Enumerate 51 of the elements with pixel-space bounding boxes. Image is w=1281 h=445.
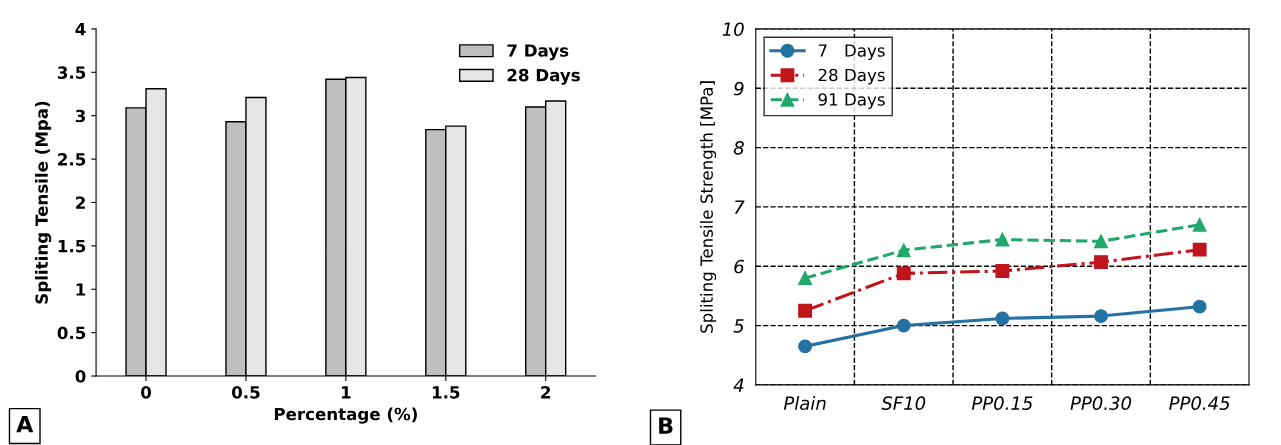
x-axis-title: Percentage (%) [274, 407, 417, 424]
y-tick-label: 5 [733, 319, 744, 333]
text: A [16, 415, 34, 433]
y-tick-label: 7 [734, 200, 745, 214]
point [798, 339, 813, 354]
point [1094, 255, 1108, 270]
x-tick-label: 0.5 [231, 386, 260, 399]
x-tick-label: PP0.45 [1169, 396, 1230, 411]
y-tick-label: 6 [734, 259, 744, 274]
x-tick-label: 0 [141, 386, 152, 399]
legend-label: 91 Days [818, 93, 885, 109]
point [1192, 299, 1207, 314]
legend-label: 7 Days [507, 44, 569, 61]
y-tick-label: 2 [76, 196, 85, 209]
legend-label: 28 Days [818, 68, 885, 85]
x-tick-label: 1.5 [432, 386, 460, 399]
point [995, 311, 1010, 326]
point [798, 271, 813, 286]
y-tick-label: 8 [733, 141, 744, 155]
y-tick-label: 3.5 [57, 66, 86, 79]
x-tick-label: SF10 [881, 396, 926, 411]
point [798, 303, 813, 318]
y-tick-label: 1 [76, 283, 86, 296]
text: B [659, 417, 673, 434]
x-tick-label: 2 [541, 386, 551, 399]
x-tick-label: PP0.15 [971, 396, 1033, 411]
y-tick-label: 4 [733, 378, 744, 392]
y-tick-label: 4 [75, 23, 86, 36]
point [1192, 242, 1207, 257]
point [1192, 217, 1207, 232]
legend-label: 7 Days [818, 44, 885, 61]
y-axis-title: Spliting Tensile (Mpa) [35, 101, 52, 304]
y-tick-label: 1.5 [58, 240, 86, 253]
point [1094, 234, 1108, 249]
x-tick-label: PP0.30 [1070, 396, 1132, 411]
point [896, 266, 911, 281]
point [896, 243, 911, 258]
point [1094, 309, 1108, 324]
y-tick-label: 3 [75, 109, 86, 123]
y-tick-label: 0 [75, 369, 86, 383]
legend-label: 28 Days [507, 68, 580, 85]
y-tick-label: 10 [722, 22, 744, 37]
y-tick-label: 2.5 [58, 153, 86, 166]
x-tick-label: 1 [341, 386, 351, 399]
y-tick-label: 0.5 [57, 326, 86, 340]
y-tick-label: 9 [733, 81, 744, 96]
point [896, 318, 911, 333]
point [995, 232, 1010, 247]
y-axis-title: Spliting Tensile Strength [MPa] [700, 81, 717, 333]
x-tick-label: Plain [783, 396, 826, 411]
point [995, 264, 1010, 278]
